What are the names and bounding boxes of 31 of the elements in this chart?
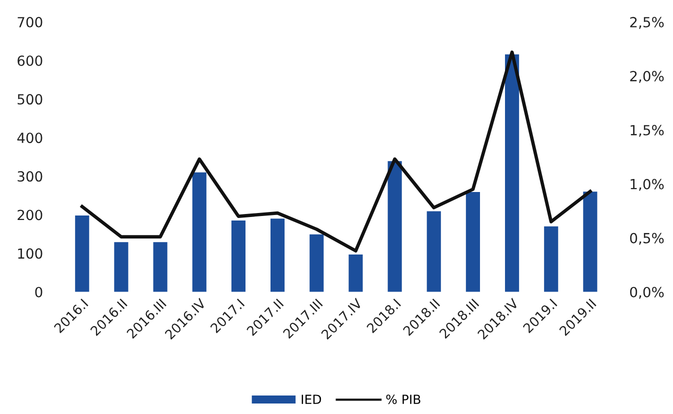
bar	[388, 161, 402, 292]
y2-tick-label: 0,5%	[630, 232, 664, 245]
bar	[75, 216, 90, 292]
bar	[505, 54, 520, 292]
y-tick-label: 700	[18, 16, 42, 28]
legend-label: % PIB	[386, 394, 420, 404]
bar	[348, 254, 363, 292]
y2-tick-label: 2,5%	[630, 16, 664, 29]
y-tick-label: 0	[35, 286, 42, 298]
y2-tick-label: 2,0%	[630, 70, 664, 83]
bar	[192, 172, 206, 292]
y-tick-label: 400	[17, 132, 42, 144]
bar	[114, 242, 128, 292]
y2-tick-label: 0,0%	[630, 286, 664, 299]
bar	[583, 192, 598, 292]
bar	[231, 220, 246, 292]
y2-tick-label: 1,0%	[630, 178, 664, 191]
bar	[466, 192, 480, 292]
bar	[310, 234, 324, 292]
y-tick-label: 300	[18, 171, 42, 182]
y-tick-label: 100	[18, 248, 42, 259]
line-series	[80, 50, 592, 253]
y-tick-label: 600	[18, 55, 42, 66]
bar	[153, 242, 168, 292]
y-tick-label: 200	[18, 210, 42, 220]
bar	[426, 211, 441, 292]
y-tick-label: 500	[18, 94, 42, 105]
bar	[270, 218, 285, 292]
legend-label: IED	[302, 394, 322, 404]
y2-tick-label: 1,5%	[630, 124, 664, 137]
bar	[544, 226, 558, 292]
